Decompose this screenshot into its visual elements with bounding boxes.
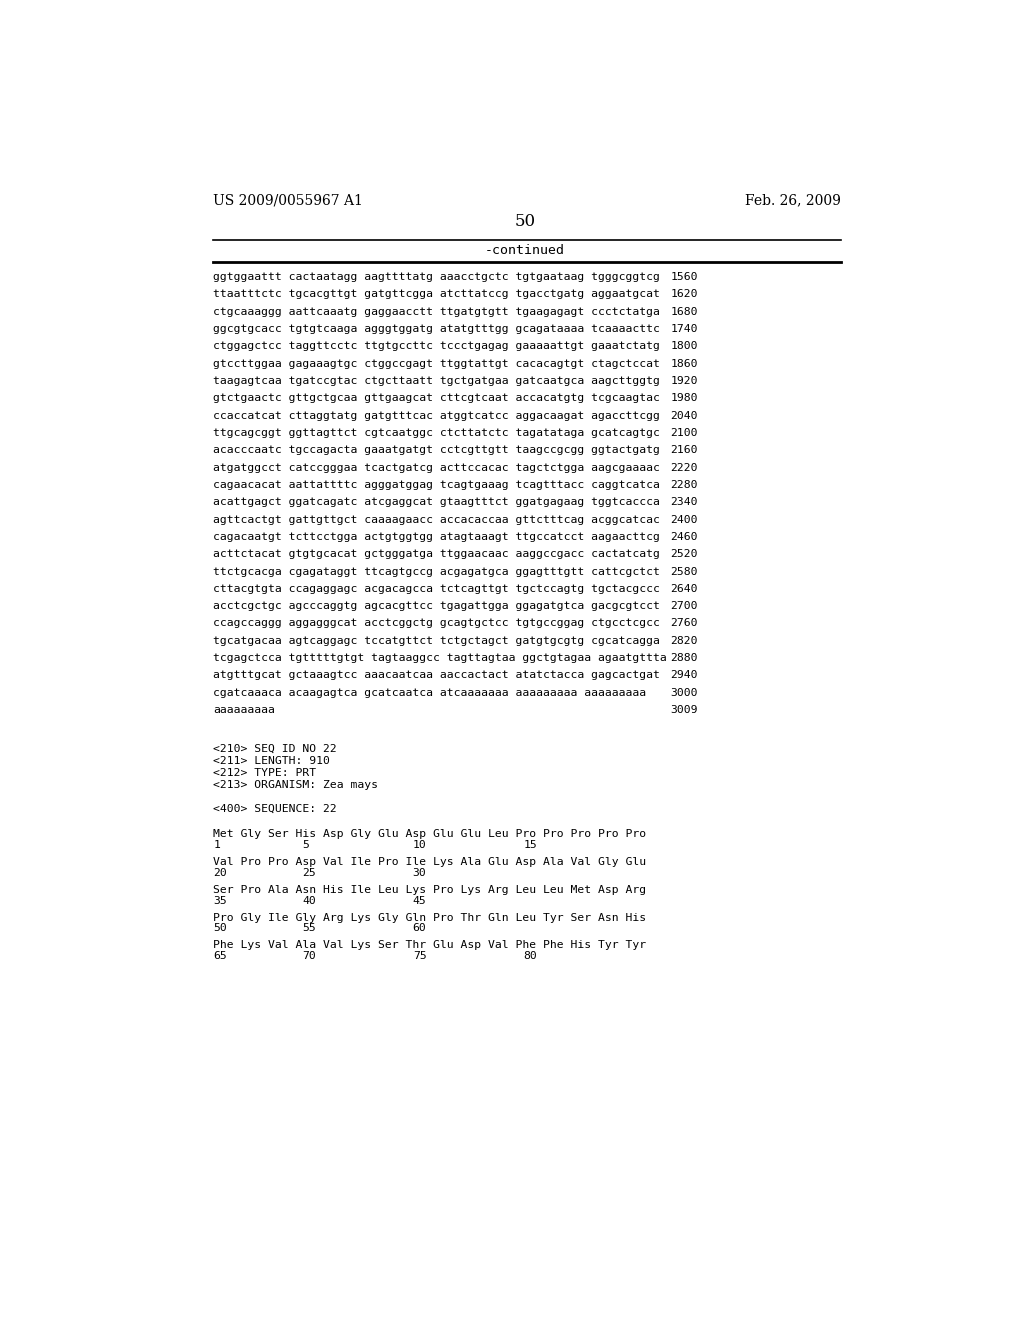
Text: 50: 50 — [213, 924, 227, 933]
Text: Phe Lys Val Ala Val Lys Ser Thr Glu Asp Val Phe Phe His Tyr Tyr: Phe Lys Val Ala Val Lys Ser Thr Glu Asp … — [213, 940, 646, 950]
Text: 2640: 2640 — [671, 583, 698, 594]
Text: 3009: 3009 — [671, 705, 698, 715]
Text: <400> SEQUENCE: 22: <400> SEQUENCE: 22 — [213, 804, 337, 813]
Text: acttctacat gtgtgcacat gctgggatga ttggaacaac aaggccgacc cactatcatg: acttctacat gtgtgcacat gctgggatga ttggaac… — [213, 549, 660, 560]
Text: atgtttgcat gctaaagtcc aaacaatcaa aaccactact atatctacca gagcactgat: atgtttgcat gctaaagtcc aaacaatcaa aaccact… — [213, 671, 660, 680]
Text: 2820: 2820 — [671, 636, 698, 645]
Text: <213> ORGANISM: Zea mays: <213> ORGANISM: Zea mays — [213, 780, 378, 789]
Text: 2400: 2400 — [671, 515, 698, 524]
Text: acacccaatc tgccagacta gaaatgatgt cctcgttgtt taagccgcgg ggtactgatg: acacccaatc tgccagacta gaaatgatgt cctcgtt… — [213, 445, 660, 455]
Text: 20: 20 — [213, 869, 227, 878]
Text: 30: 30 — [413, 869, 426, 878]
Text: 2760: 2760 — [671, 619, 698, 628]
Text: gtccttggaa gagaaagtgc ctggccgagt ttggtattgt cacacagtgt ctagctccat: gtccttggaa gagaaagtgc ctggccgagt ttggtat… — [213, 359, 660, 368]
Text: cagaacacat aattattttc agggatggag tcagtgaaag tcagtttacc caggtcatca: cagaacacat aattattttc agggatggag tcagtga… — [213, 480, 660, 490]
Text: 50: 50 — [514, 213, 536, 230]
Text: 65: 65 — [213, 952, 227, 961]
Text: gtctgaactc gttgctgcaa gttgaagcat cttcgtcaat accacatgtg tcgcaagtac: gtctgaactc gttgctgcaa gttgaagcat cttcgtc… — [213, 393, 660, 403]
Text: 2340: 2340 — [671, 498, 698, 507]
Text: tgcatgacaa agtcaggagc tccatgttct tctgctagct gatgtgcgtg cgcatcagga: tgcatgacaa agtcaggagc tccatgttct tctgcta… — [213, 636, 660, 645]
Text: acattgagct ggatcagatc atcgaggcat gtaagtttct ggatgagaag tggtcaccca: acattgagct ggatcagatc atcgaggcat gtaagtt… — [213, 498, 660, 507]
Text: ctgcaaaggg aattcaaatg gaggaacctt ttgatgtgtt tgaagagagt ccctctatga: ctgcaaaggg aattcaaatg gaggaacctt ttgatgt… — [213, 306, 660, 317]
Text: 2940: 2940 — [671, 671, 698, 680]
Text: 70: 70 — [302, 952, 315, 961]
Text: <212> TYPE: PRT: <212> TYPE: PRT — [213, 768, 316, 777]
Text: aaaaaaaaa: aaaaaaaaa — [213, 705, 275, 715]
Text: <211> LENGTH: 910: <211> LENGTH: 910 — [213, 756, 330, 766]
Text: Pro Gly Ile Gly Arg Lys Gly Gln Pro Thr Gln Leu Tyr Ser Asn His: Pro Gly Ile Gly Arg Lys Gly Gln Pro Thr … — [213, 912, 646, 923]
Text: 15: 15 — [523, 841, 538, 850]
Text: 1860: 1860 — [671, 359, 698, 368]
Text: 80: 80 — [523, 952, 538, 961]
Text: ggcgtgcacc tgtgtcaaga agggtggatg atatgtttgg gcagataaaa tcaaaacttc: ggcgtgcacc tgtgtcaaga agggtggatg atatgtt… — [213, 323, 660, 334]
Text: 2580: 2580 — [671, 566, 698, 577]
Text: tcgagctcca tgtttttgtgt tagtaaggcc tagttagtaa ggctgtagaa agaatgttta: tcgagctcca tgtttttgtgt tagtaaggcc tagtta… — [213, 653, 667, 663]
Text: 2160: 2160 — [671, 445, 698, 455]
Text: ctggagctcc taggttcctc ttgtgccttc tccctgagag gaaaaattgt gaaatctatg: ctggagctcc taggttcctc ttgtgccttc tccctga… — [213, 342, 660, 351]
Text: US 2009/0055967 A1: US 2009/0055967 A1 — [213, 194, 364, 207]
Text: ccaccatcat cttaggtatg gatgtttcac atggtcatcc aggacaagat agaccttcgg: ccaccatcat cttaggtatg gatgtttcac atggtca… — [213, 411, 660, 421]
Text: 75: 75 — [413, 952, 426, 961]
Text: cttacgtgta ccagaggagc acgacagcca tctcagttgt tgctccagtg tgctacgccc: cttacgtgta ccagaggagc acgacagcca tctcagt… — [213, 583, 660, 594]
Text: 2880: 2880 — [671, 653, 698, 663]
Text: 1920: 1920 — [671, 376, 698, 385]
Text: 2280: 2280 — [671, 480, 698, 490]
Text: 1680: 1680 — [671, 306, 698, 317]
Text: acctcgctgc agcccaggtg agcacgttcc tgagattgga ggagatgtca gacgcgtcct: acctcgctgc agcccaggtg agcacgttcc tgagatt… — [213, 601, 660, 611]
Text: 2700: 2700 — [671, 601, 698, 611]
Text: 2520: 2520 — [671, 549, 698, 560]
Text: 1560: 1560 — [671, 272, 698, 282]
Text: cagacaatgt tcttcctgga actgtggtgg atagtaaagt ttgccatcct aagaacttcg: cagacaatgt tcttcctgga actgtggtgg atagtaa… — [213, 532, 660, 541]
Text: 2100: 2100 — [671, 428, 698, 438]
Text: Ser Pro Ala Asn His Ile Leu Lys Pro Lys Arg Leu Leu Met Asp Arg: Ser Pro Ala Asn His Ile Leu Lys Pro Lys … — [213, 884, 646, 895]
Text: 55: 55 — [302, 924, 315, 933]
Text: ccagccaggg aggagggcat acctcggctg gcagtgctcc tgtgccggag ctgcctcgcc: ccagccaggg aggagggcat acctcggctg gcagtgc… — [213, 619, 660, 628]
Text: 1980: 1980 — [671, 393, 698, 403]
Text: Met Gly Ser His Asp Gly Glu Asp Glu Glu Leu Pro Pro Pro Pro Pro: Met Gly Ser His Asp Gly Glu Asp Glu Glu … — [213, 829, 646, 840]
Text: Val Pro Pro Asp Val Ile Pro Ile Lys Ala Glu Asp Ala Val Gly Glu: Val Pro Pro Asp Val Ile Pro Ile Lys Ala … — [213, 857, 646, 867]
Text: 10: 10 — [413, 841, 426, 850]
Text: <210> SEQ ID NO 22: <210> SEQ ID NO 22 — [213, 744, 337, 754]
Text: 3000: 3000 — [671, 688, 698, 698]
Text: 1620: 1620 — [671, 289, 698, 300]
Text: ttaatttctc tgcacgttgt gatgttcgga atcttatccg tgacctgatg aggaatgcat: ttaatttctc tgcacgttgt gatgttcgga atcttat… — [213, 289, 660, 300]
Text: atgatggcct catccgggaa tcactgatcg acttccacac tagctctgga aagcgaaaac: atgatggcct catccgggaa tcactgatcg acttcca… — [213, 462, 660, 473]
Text: 60: 60 — [413, 924, 426, 933]
Text: 25: 25 — [302, 869, 315, 878]
Text: agttcactgt gattgttgct caaaagaacc accacaccaa gttctttcag acggcatcac: agttcactgt gattgttgct caaaagaacc accacac… — [213, 515, 660, 524]
Text: 1740: 1740 — [671, 323, 698, 334]
Text: 2220: 2220 — [671, 462, 698, 473]
Text: ttctgcacga cgagataggt ttcagtgccg acgagatgca ggagtttgtt cattcgctct: ttctgcacga cgagataggt ttcagtgccg acgagat… — [213, 566, 660, 577]
Text: 1: 1 — [213, 841, 220, 850]
Text: 2460: 2460 — [671, 532, 698, 541]
Text: 45: 45 — [413, 896, 426, 906]
Text: 2040: 2040 — [671, 411, 698, 421]
Text: -continued: -continued — [484, 244, 565, 257]
Text: ttgcagcggt ggttagttct cgtcaatggc ctcttatctc tagatataga gcatcagtgc: ttgcagcggt ggttagttct cgtcaatggc ctcttat… — [213, 428, 660, 438]
Text: 5: 5 — [302, 841, 309, 850]
Text: 40: 40 — [302, 896, 315, 906]
Text: taagagtcaa tgatccgtac ctgcttaatt tgctgatgaa gatcaatgca aagcttggtg: taagagtcaa tgatccgtac ctgcttaatt tgctgat… — [213, 376, 660, 385]
Text: Feb. 26, 2009: Feb. 26, 2009 — [745, 194, 841, 207]
Text: cgatcaaaca acaagagtca gcatcaatca atcaaaaaaa aaaaaaaaa aaaaaaaaa: cgatcaaaca acaagagtca gcatcaatca atcaaaa… — [213, 688, 646, 698]
Text: 35: 35 — [213, 896, 227, 906]
Text: ggtggaattt cactaatagg aagttttatg aaacctgctc tgtgaataag tgggcggtcg: ggtggaattt cactaatagg aagttttatg aaacctg… — [213, 272, 660, 282]
Text: 1800: 1800 — [671, 342, 698, 351]
